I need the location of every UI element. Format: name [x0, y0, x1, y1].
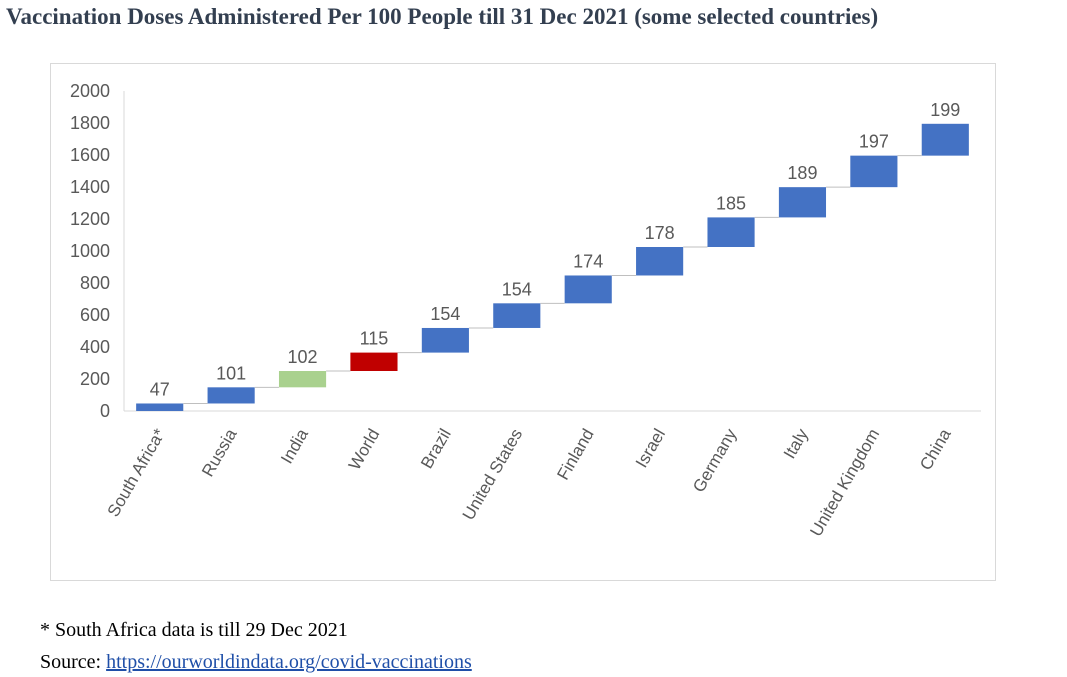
bar-8 [707, 217, 755, 247]
x-tick-label: India [277, 425, 312, 467]
bar-3 [350, 352, 398, 371]
x-tick-label: South Africa* [104, 425, 170, 520]
data-label: 178 [645, 223, 675, 243]
data-label: 154 [430, 304, 460, 324]
data-label: 47 [150, 379, 170, 399]
y-tick-label: 1600 [70, 145, 110, 165]
x-tick-label: Israel [632, 426, 669, 472]
data-label: 185 [716, 193, 746, 213]
data-label: 115 [360, 329, 389, 349]
bar-11 [921, 123, 969, 156]
source-link[interactable]: https://ourworldindata.org/covid-vaccina… [106, 651, 472, 673]
x-tick-label: World [345, 426, 384, 474]
source-prefix: Source: [40, 651, 107, 673]
data-label: 197 [859, 132, 889, 152]
chart-title: Vaccination Doses Administered Per 100 P… [6, 4, 879, 29]
footnote-source: Source: https://ourworldindata.org/covid… [40, 651, 472, 674]
x-tick-label: Finland [553, 426, 597, 484]
bar-0 [136, 403, 184, 411]
y-tick-label: 1000 [70, 241, 110, 261]
bar-4 [421, 327, 469, 353]
x-tick-label: Italy [780, 425, 812, 462]
data-label: 199 [930, 100, 960, 120]
y-tick-label: 1800 [70, 113, 110, 133]
x-tick-label: Brazil [417, 426, 455, 472]
x-tick-label: China [916, 425, 955, 473]
bar-6 [564, 275, 612, 304]
x-tick-label: Germany [689, 425, 741, 495]
bar-10 [850, 155, 898, 188]
data-label: 174 [573, 251, 603, 271]
y-tick-label: 800 [80, 273, 110, 293]
y-tick-label: 400 [80, 337, 110, 357]
data-label: 102 [288, 347, 318, 367]
bar-2 [278, 371, 327, 388]
y-tick-label: 0 [100, 401, 110, 421]
x-tick-label: United States [459, 426, 526, 524]
data-label: 101 [216, 363, 246, 383]
bar-9 [778, 187, 827, 218]
x-tick-label: United Kingdom [806, 426, 883, 540]
y-tick-label: 200 [80, 369, 110, 389]
y-tick-label: 1400 [70, 177, 110, 197]
y-tick-label: 1200 [70, 209, 110, 229]
bar-5 [493, 303, 541, 328]
footnote-note: * South Africa data is till 29 Dec 2021 [40, 619, 348, 641]
data-label: 189 [787, 163, 817, 183]
bar-1 [207, 387, 255, 404]
x-tick-label: Russia [198, 425, 241, 480]
bar-7 [636, 247, 684, 276]
data-label: 154 [502, 279, 532, 299]
y-tick-label: 600 [80, 305, 110, 325]
y-tick-label: 2000 [70, 81, 110, 101]
